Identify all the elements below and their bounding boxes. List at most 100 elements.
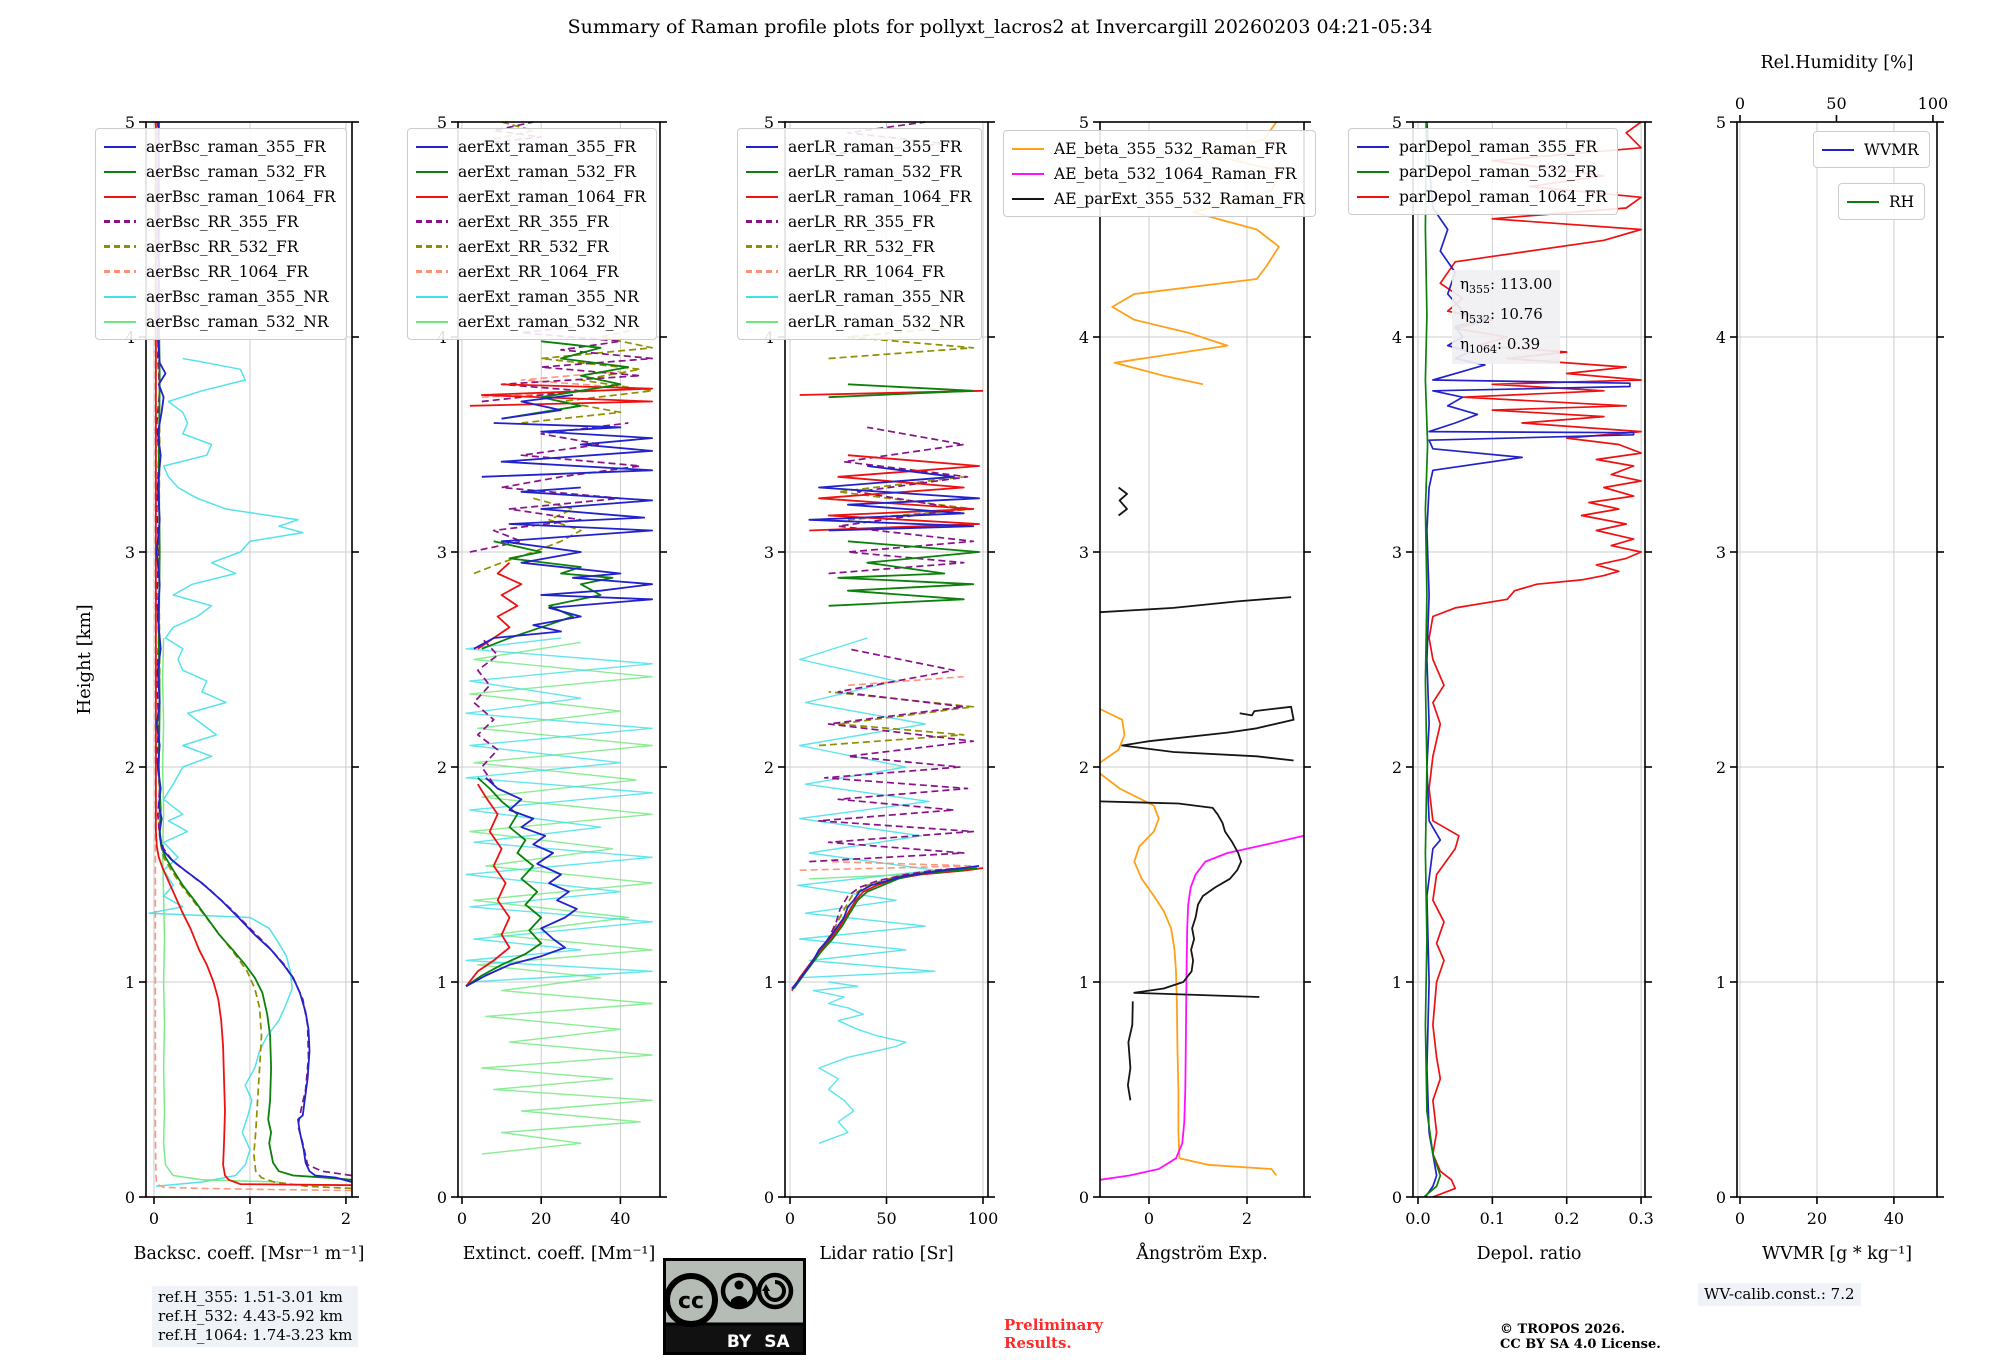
- preliminary-line: Preliminary: [1004, 1316, 1103, 1334]
- x-tick-label: 20: [1807, 1209, 1827, 1228]
- legend-line-sample: [104, 195, 136, 198]
- legend-line-sample: [1357, 195, 1389, 198]
- series-parDepol_raman_1064_FR: [1428, 121, 1642, 1198]
- legend-entry: aerLR_RR_355_FR: [746, 209, 971, 234]
- legend-line-sample: [104, 170, 136, 173]
- top-tick-label: 50: [1826, 94, 1846, 113]
- y-tick-label: 1: [1079, 973, 1089, 992]
- x-axis-label-backscatter: Backsc. coeff. [Msr⁻¹ m⁻¹]: [134, 1244, 365, 1264]
- top-axis-label: Rel.Humidity [%]: [1761, 53, 1914, 73]
- legend-label: aerLR_RR_1064_FR: [788, 262, 945, 281]
- legend-label: aerLR_raman_532_FR: [788, 162, 962, 181]
- series-aerExt_raman_532_FR: [501, 340, 630, 420]
- legend-entry: aerBsc_RR_355_FR: [104, 209, 336, 234]
- y-tick-label: 2: [125, 758, 135, 777]
- y-tick-label: 4: [1716, 328, 1726, 347]
- legend-label: aerBsc_raman_1064_FR: [146, 187, 336, 206]
- series-aerLR_raman_532_FR: [793, 867, 978, 990]
- series-aerExt_RR_355_FR: [469, 422, 642, 553]
- series-AE_beta_532_1064_Raman_FR: [1099, 834, 1305, 1181]
- legend-line-sample: [1012, 147, 1044, 150]
- series-aerLR_raman_355_NR: [812, 981, 907, 1144]
- series-aerLR_raman_355_FR: [808, 465, 980, 532]
- series-AE_parExt_355_532_Raman_FR: [1118, 486, 1128, 517]
- series-aerLR_raman_355_NR: [797, 637, 936, 979]
- legend-line-sample: [1357, 145, 1389, 148]
- legend-entry: parDepol_raman_1064_FR: [1357, 184, 1607, 209]
- x-axis-label-angstroem: Ångström Exp.: [1135, 1243, 1268, 1264]
- series-aerLR_RR_1064_FR: [847, 675, 964, 687]
- legend-entry: RH: [1847, 189, 1914, 214]
- legend-entry: aerLR_RR_532_FR: [746, 234, 971, 259]
- legend-line-sample: [746, 270, 778, 273]
- top-tick-label: 0: [1735, 94, 1745, 113]
- y-tick-label: 3: [1392, 543, 1402, 562]
- legend-line-sample: [1822, 148, 1854, 151]
- y-tick-label: 1: [1392, 973, 1402, 992]
- legend-label: parDepol_raman_532_FR: [1399, 162, 1598, 181]
- legend-extinction: aerExt_raman_355_FR aerExt_raman_532_FR ae…: [407, 128, 657, 340]
- legend-label: aerLR_RR_532_FR: [788, 237, 935, 256]
- y-tick-label: 5: [1079, 113, 1089, 132]
- y-tick-label: 3: [1716, 543, 1726, 562]
- legend-label: aerExt_RR_532_FR: [458, 237, 609, 256]
- series-aerExt_RR_532_FR: [521, 327, 653, 424]
- legend-label: aerLR_raman_532_NR: [788, 312, 965, 331]
- y-tick-label: 5: [437, 113, 447, 132]
- legend-label: RH: [1889, 192, 1915, 211]
- legend-label: parDepol_raman_355_FR: [1399, 137, 1598, 156]
- legend-entry: parDepol_raman_355_FR: [1357, 134, 1607, 159]
- sa-arrow-icon: [756, 1272, 794, 1310]
- y-tick-label: 1: [125, 973, 135, 992]
- legend-label: aerBsc_raman_532_FR: [146, 162, 326, 181]
- x-tick-label: 0.1: [1480, 1209, 1505, 1228]
- y-tick-label: 4: [1392, 328, 1402, 347]
- y-tick-label: 2: [1079, 758, 1089, 777]
- x-tick-label: 100: [968, 1209, 999, 1228]
- y-tick-label: 0: [437, 1188, 447, 1207]
- x-tick-label: 1: [245, 1209, 255, 1228]
- legend-entry: aerLR_RR_1064_FR: [746, 259, 971, 284]
- legend-label: AE_beta_532_1064_Raman_FR: [1054, 164, 1297, 183]
- legend-entry: parDepol_raman_532_FR: [1357, 159, 1607, 184]
- eta-line: η1064: 0.39: [1460, 335, 1541, 356]
- legend-entry: aerLR_raman_1064_FR: [746, 184, 971, 209]
- legend-depol: parDepol_raman_355_FR parDepol_raman_532_…: [1348, 128, 1619, 215]
- legend-label: WVMR: [1864, 140, 1919, 159]
- series-aerLR_raman_355_FR: [791, 865, 980, 990]
- legend-entry: aerExt_RR_532_FR: [416, 234, 646, 259]
- series-aerLR_raman_532_FR: [828, 383, 975, 399]
- legend-label: aerBsc_raman_355_NR: [146, 287, 329, 306]
- legend-entry: AE_beta_532_1064_Raman_FR: [1012, 161, 1305, 186]
- y-tick-label: 2: [437, 758, 447, 777]
- depol-calibration-annotation: η355: 113.00 η532: 10.76 η1064: 0.39: [1452, 270, 1561, 364]
- series-aerLR_RR_1064_FR: [799, 860, 975, 871]
- series-aerExt_raman_355_FR: [465, 777, 578, 988]
- legend-line-sample: [1012, 197, 1044, 200]
- cc-sa-label: SA: [764, 1332, 790, 1352]
- legend-label: aerExt_RR_1064_FR: [458, 262, 619, 281]
- legend-label: aerBsc_raman_355_FR: [146, 137, 326, 156]
- svg-text:cc: cc: [678, 1289, 704, 1314]
- reference-height-annotation: ref.H_355: 1.51-3.01 km ref.H_532: 4.43-5…: [152, 1286, 359, 1347]
- y-tick-label: 1: [437, 973, 447, 992]
- legend-line-sample: [746, 220, 778, 223]
- x-tick-label: 0: [1144, 1209, 1154, 1228]
- legend-entry: aerExt_raman_355_NR: [416, 284, 646, 309]
- legend-label: AE_beta_355_532_Raman_FR: [1054, 139, 1287, 158]
- legend-entry: aerExt_raman_1064_FR: [416, 184, 646, 209]
- series-aerLR_RR_355_FR: [828, 426, 975, 575]
- legend-wvmr: WVMR: [1813, 131, 1930, 168]
- tropos-line: © TROPOS 2026.: [1500, 1322, 1626, 1337]
- legend-label: aerBsc_RR_532_FR: [146, 237, 299, 256]
- series-AE_parExt_355_532_Raman_FR: [1099, 596, 1292, 614]
- series-AE_parExt_355_532_Raman_FR: [1127, 1001, 1134, 1101]
- y-tick-label: 1: [764, 973, 774, 992]
- y-tick-label: 3: [1079, 543, 1089, 562]
- x-tick-label: 0: [1735, 1209, 1745, 1228]
- series-aerExt_raman_1064_FR: [469, 383, 653, 407]
- legend-entry: WVMR: [1822, 137, 1919, 162]
- series-aerLR_RR_355_FR: [793, 867, 964, 987]
- y-tick-label: 2: [1392, 758, 1402, 777]
